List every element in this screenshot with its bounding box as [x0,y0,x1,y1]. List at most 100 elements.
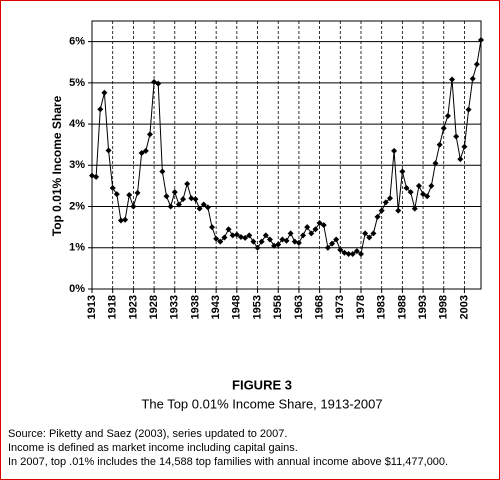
data-point [403,184,410,191]
note: Income is defined as market income inclu… [8,442,298,454]
data-point [295,239,302,246]
data-point [461,143,468,150]
data-point [229,232,236,239]
data-point [300,232,307,239]
data-point [333,236,340,243]
data-point [175,201,182,208]
data-point [283,237,290,244]
data-point [200,201,207,208]
x-tick-label: 1998 [438,295,450,319]
data-point [399,168,406,175]
data-point [192,196,199,203]
data-point [126,191,133,198]
x-tick-label: 1973 [334,295,346,319]
data-point [308,230,315,237]
data-point [366,234,373,241]
data-point [204,204,211,211]
data-point [428,182,435,189]
data-point [349,250,356,257]
data-point [237,234,244,241]
data-point [386,195,393,202]
x-tick-label: 2003 [458,295,470,319]
data-point [122,216,129,223]
y-tick-label: 6% [69,36,85,48]
data-point [320,222,327,229]
data-point [304,224,311,231]
data-point [287,230,294,237]
y-tick-label: 2% [69,200,85,212]
data-point [146,131,153,138]
chart-title: The Top 0.01% Income Share, 1913-2007 [141,396,382,411]
data-point [345,250,352,257]
data-point [184,180,191,187]
x-tick-label: 1988 [396,295,408,319]
data-point [362,230,369,237]
data-point [209,224,216,231]
data-point [250,238,257,245]
data-point [353,248,360,255]
data-point [105,147,112,154]
data-point [473,61,480,68]
y-tick-label: 5% [69,77,85,89]
data-point [449,76,456,83]
x-tick-label: 1968 [314,295,326,319]
note: Source: Piketty and Saez (2003), series … [8,428,287,440]
data-point [420,191,427,198]
x-tick-label: 1923 [127,295,139,319]
data-point [478,36,484,43]
data-point [266,236,273,243]
data-point [233,231,240,238]
data-point [469,75,476,82]
data-point [407,189,414,196]
data-point [246,232,253,239]
data-point [275,241,282,248]
data-point [258,238,265,245]
data-point [262,232,269,239]
data-point [213,235,220,242]
y-tick-label: 3% [69,159,85,171]
y-axis-label: Top 0.01% Income Share [50,95,64,236]
x-tick-label: 1943 [210,295,222,319]
data-point [221,234,228,241]
data-point [357,250,364,257]
data-point [337,246,344,253]
data-point [163,193,170,200]
figure-label: FIGURE 3 [232,377,292,392]
data-point [254,244,261,251]
y-tick-label: 4% [69,118,85,130]
data-point [432,160,439,167]
data-point [101,89,108,96]
data-point [444,112,451,119]
data-point [196,205,203,212]
data-point [374,213,381,220]
data-point [130,203,137,210]
data-point [117,217,124,224]
data-point [93,173,100,180]
data-point [424,193,431,200]
data-point [465,106,472,113]
data-point [155,80,162,87]
data-point [453,133,460,140]
x-tick-label: 1978 [355,295,367,319]
x-tick-label: 1928 [148,295,160,319]
y-tick-label: 0% [69,283,85,295]
data-point [113,191,120,198]
data-point [378,207,385,214]
x-tick-label: 1993 [417,295,429,319]
data-point [415,182,422,189]
data-point [329,240,336,247]
data-point [188,195,195,202]
x-tick-label: 1918 [107,295,119,319]
x-tick-label: 1933 [169,295,181,319]
x-tick-label: 1948 [231,295,243,319]
data-point [395,207,402,214]
data-point [370,230,377,237]
data-point [312,226,319,233]
data-point [159,168,166,175]
data-point [167,203,174,210]
data-point [109,184,116,191]
data-point [324,244,331,251]
